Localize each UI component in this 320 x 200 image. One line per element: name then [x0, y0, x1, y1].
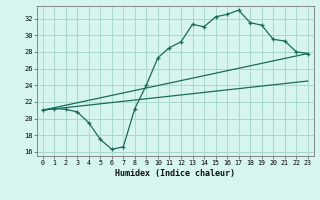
- X-axis label: Humidex (Indice chaleur): Humidex (Indice chaleur): [115, 169, 235, 178]
